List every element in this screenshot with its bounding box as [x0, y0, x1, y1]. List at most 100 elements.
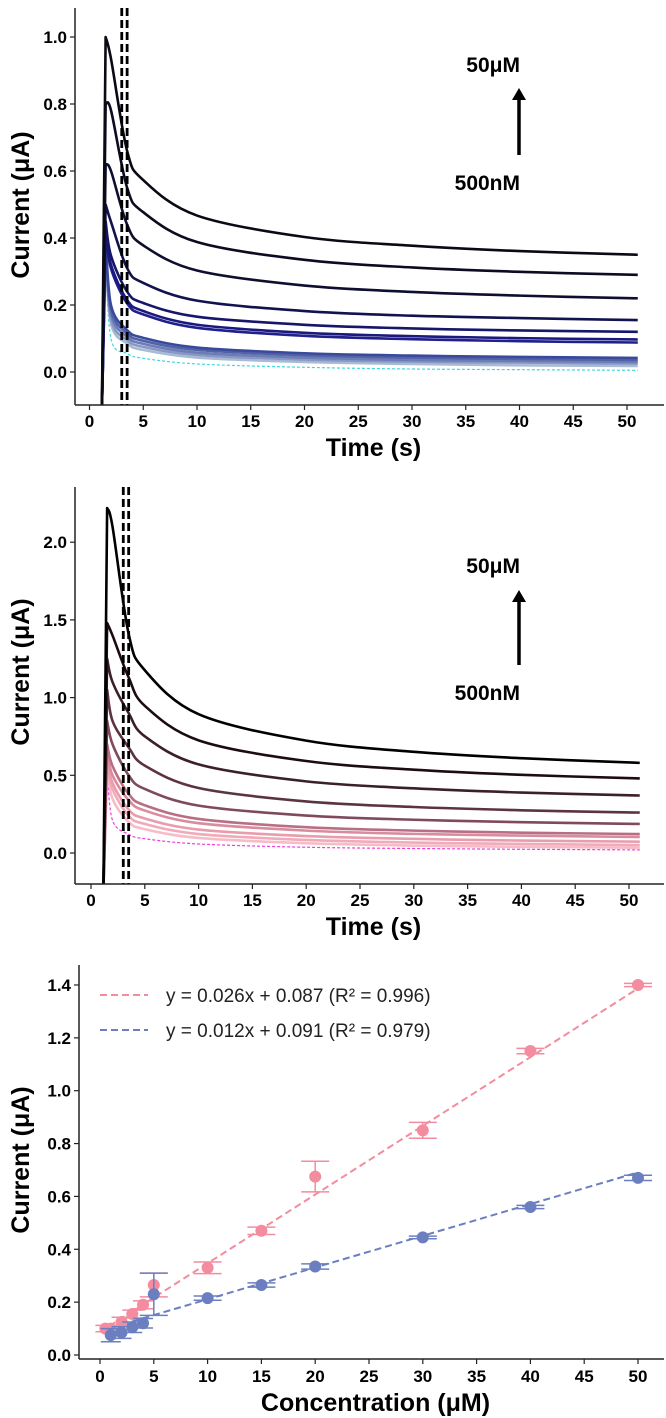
data-point: [201, 1261, 214, 1274]
series-line-7: [100, 236, 638, 405]
y-tick-label: 2.0: [43, 533, 67, 552]
series-line-0: [100, 35, 638, 405]
y-tick-label: 0.8: [43, 95, 67, 114]
x-tick-label: 5: [149, 1367, 158, 1386]
series-line-1: [100, 101, 638, 405]
x-axis-title: Time (s): [326, 434, 421, 462]
x-tick-label: 20: [297, 891, 316, 910]
chart-chronoamperometry-blue: 50μM 500nM 0 5 10 15 20 25 30 35 40 45 50 0.0 0.2 0.4 0.…: [7, 8, 664, 462]
x-tick-label: 45: [566, 891, 585, 910]
fit-line-0: [99, 987, 639, 1333]
series-line-2: [102, 657, 640, 884]
annotation-bottom: 500nM: [455, 172, 520, 195]
data-point: [137, 1317, 150, 1330]
series-line-6: [102, 750, 640, 884]
data-point: [115, 1326, 128, 1339]
series-line-8: [100, 240, 638, 405]
y-tick-label: 1.0: [43, 689, 67, 708]
y-tick-label: 0.2: [47, 1293, 71, 1312]
data-point: [632, 978, 644, 991]
y-tick-label: 0.6: [47, 1187, 71, 1206]
x-tick-label: 30: [404, 891, 423, 910]
series-line-0: [102, 506, 640, 884]
y-tick-label: 0.0: [43, 844, 67, 863]
x-axis-title: Time (s): [326, 913, 421, 941]
series-line-1: [102, 621, 640, 884]
data-point: [416, 1124, 429, 1137]
x-tick-label: 15: [243, 891, 262, 910]
y-tick-label: 0.8: [47, 1135, 71, 1154]
data-point: [255, 1224, 268, 1237]
data-point: [147, 1288, 160, 1301]
series-line-5: [102, 742, 640, 884]
y-tick-label: 1.5: [43, 611, 67, 630]
arrow-up-icon: [512, 590, 526, 602]
x-tick-label: 35: [467, 1367, 486, 1386]
y-tick-label: 1.0: [43, 28, 67, 47]
series-line-5: [100, 226, 638, 405]
data-point: [309, 1170, 322, 1183]
series-line-10: [100, 246, 638, 405]
series-line-4: [100, 219, 638, 405]
x-tick-label: 45: [564, 412, 583, 431]
x-tick-label: 10: [189, 891, 208, 910]
series-group: [100, 35, 638, 405]
x-tick-label: 40: [510, 412, 529, 431]
x-tick-label: 0: [95, 1367, 104, 1386]
x-tick-label: 5: [140, 891, 149, 910]
data-point: [126, 1308, 139, 1321]
x-tick-label: 35: [458, 891, 477, 910]
fit-line-1: [110, 1171, 639, 1329]
series-line-4: [102, 719, 640, 884]
y-tick-label: 0.5: [43, 766, 67, 785]
x-tick-label: 45: [575, 1367, 594, 1386]
x-tick-label: 20: [306, 1367, 325, 1386]
annotation-top: 50μM: [466, 54, 520, 77]
data-point: [115, 1315, 128, 1328]
series-line-3: [102, 688, 640, 884]
y-axis-title: Current (μA): [7, 131, 35, 278]
x-tick-label: 25: [351, 891, 370, 910]
series-line-9: [102, 766, 640, 884]
data-point: [524, 1200, 537, 1213]
y-tick-label: 0.4: [43, 229, 67, 248]
series-line-2: [100, 162, 638, 405]
y-axis-title: Current (μA): [7, 1086, 35, 1233]
annotation-top: 50μM: [466, 555, 520, 578]
series-line-10: [103, 771, 640, 884]
data-point: [201, 1292, 214, 1305]
x-tick-label: 50: [620, 891, 639, 910]
series-group: [102, 506, 640, 884]
x-tick-label: 10: [198, 1367, 217, 1386]
x-tick-label: 50: [618, 412, 637, 431]
series-line-11: [100, 250, 638, 405]
x-axis-title: Concentration (μM): [261, 1389, 490, 1417]
y-tick-label: 1.0: [47, 1082, 71, 1101]
x-tick-label: 40: [512, 891, 531, 910]
data-point: [255, 1278, 268, 1291]
series-line-12: [101, 257, 638, 405]
y-tick-label: 0.2: [43, 296, 67, 315]
legend-label-1: y = 0.012x + 0.091 (R² = 0.979): [166, 1021, 431, 1042]
chart-calibration: y = 0.026x + 0.087 (R² = 0.996) y = 0.012…: [7, 965, 664, 1417]
x-tick-label: 0: [85, 412, 94, 431]
arrow-up-icon: [512, 88, 526, 100]
x-tick-label: 15: [252, 1367, 271, 1386]
x-tick-label: 20: [295, 412, 314, 431]
x-tick-label: 25: [360, 1367, 379, 1386]
x-tick-label: 0: [86, 891, 95, 910]
x-tick-label: 25: [349, 412, 368, 431]
y-tick-label: 0.0: [47, 1346, 71, 1365]
x-tick-label: 35: [456, 412, 475, 431]
x-tick-label: 10: [188, 412, 207, 431]
annotation-bottom: 500nM: [455, 682, 520, 705]
series-line-3: [100, 203, 638, 405]
series-line-6: [100, 230, 638, 405]
y-tick-label: 1.2: [47, 1029, 71, 1048]
series-line-7: [102, 758, 640, 884]
y-tick-label: 0.0: [43, 363, 67, 382]
y-axis-title: Current (μA): [7, 598, 35, 745]
x-tick-label: 30: [413, 1367, 432, 1386]
data-point: [416, 1231, 429, 1244]
